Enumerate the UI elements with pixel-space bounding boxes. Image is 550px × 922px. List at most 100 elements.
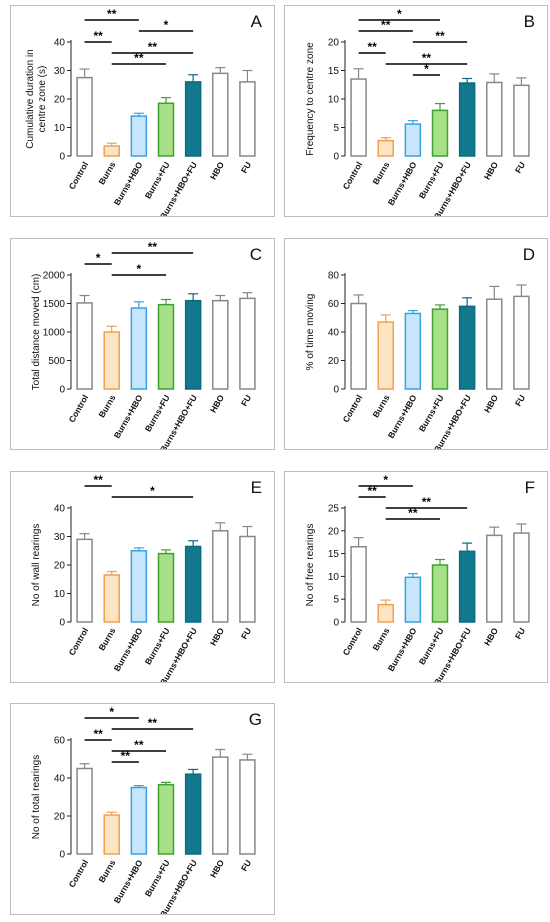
x-tick-label: Burns — [97, 858, 118, 885]
y-axis-label: % of time moving — [305, 293, 316, 371]
y-tick-label: 40 — [54, 504, 66, 515]
bar — [350, 78, 367, 157]
y-tick-label: 20 — [54, 95, 66, 106]
y-tick-label: 0 — [59, 850, 65, 861]
y-tick-label: 5 — [333, 123, 339, 134]
significance-label: ** — [408, 506, 418, 520]
y-tick-label: 0 — [59, 152, 65, 163]
y-tick-label: 30 — [54, 532, 66, 543]
x-tick-label: Burns — [97, 160, 118, 187]
significance-label: ** — [367, 484, 377, 498]
x-tick-label: HBO — [482, 626, 500, 648]
bar — [76, 302, 93, 390]
bar — [103, 574, 120, 623]
y-tick-label: 40 — [328, 328, 340, 339]
x-tick-label: Burns+HBO — [112, 858, 145, 905]
panel-letter: G — [248, 710, 262, 729]
x-tick-label: HBO — [482, 160, 500, 182]
x-tick-label: Burns — [97, 393, 118, 420]
y-tick-label: 60 — [328, 299, 340, 310]
y-tick-label: 10 — [328, 572, 340, 583]
y-tick-label: 0 — [333, 152, 339, 163]
y-axis-label: No of free rearings — [305, 523, 316, 607]
panel-letter: C — [249, 245, 262, 264]
y-tick-label: 5 — [333, 595, 339, 606]
bar — [404, 312, 422, 390]
bar — [239, 535, 256, 623]
panel-letter: A — [250, 12, 262, 31]
significance-label: * — [383, 473, 388, 487]
x-tick-label: Burns+FU — [143, 858, 172, 898]
bar — [212, 72, 229, 157]
bar — [513, 295, 530, 390]
chart-svg: 0 500 1000 1500 2000 Control BurnsBurns+HBOBur… — [43, 240, 256, 449]
y-axis-label: No of wall rearings — [31, 523, 42, 607]
bar — [431, 308, 449, 390]
significance-label: ** — [422, 51, 432, 65]
x-tick-label: FU — [239, 858, 253, 873]
chart-panel-g: 0 20 40 60 Control Burns Burns+HBO Burns+FU Burn… — [10, 703, 275, 915]
significance-label: ** — [367, 40, 377, 54]
significance-label: ** — [435, 29, 445, 43]
bar — [486, 81, 503, 157]
x-tick-label: Burns+HBO — [112, 393, 145, 440]
chart-panel-a: 0 10 20 30 40 Control Burns Burns+HBO Burns+FU Bu… — [10, 5, 275, 217]
x-tick-label: Control — [341, 393, 365, 424]
bar — [513, 532, 530, 623]
bar — [431, 564, 449, 623]
x-tick-label: Burns — [371, 393, 392, 420]
chart-panel-e: 0 10 20 30 40 Control Burns Burns+HBO Burns+FU Bu… — [10, 471, 275, 683]
bar — [239, 297, 256, 390]
significance-label: ** — [93, 727, 103, 741]
x-tick-label: Burns+FU — [143, 626, 172, 666]
x-tick-label: FU — [513, 626, 527, 641]
y-tick-label: 1500 — [43, 299, 66, 310]
y-tick-label: 60 — [54, 736, 66, 747]
y-axis-label: Total distance moved (cm) — [31, 273, 42, 391]
y-tick-label: 10 — [328, 95, 340, 106]
bar — [103, 331, 120, 390]
bar — [184, 81, 202, 157]
x-tick-label: Burns+FU — [417, 160, 446, 200]
x-tick-label: FU — [239, 160, 253, 175]
bar — [212, 299, 229, 390]
significance-label: * — [150, 484, 155, 498]
x-tick-label: FU — [239, 626, 253, 641]
significance-label: ** — [107, 7, 117, 21]
bar — [404, 123, 422, 157]
chart-panel-b: 0 5 10 15 20 Control Burns Burns+HBO Burns+FU Bur… — [284, 5, 548, 217]
x-tick-label: HBO — [208, 626, 226, 648]
x-tick-label: Burns+FU — [417, 626, 446, 666]
y-tick-label: 40 — [54, 774, 66, 785]
x-tick-label: HBO — [208, 858, 226, 880]
panel-letter: F — [524, 478, 535, 497]
x-tick-label: Burns+FU — [143, 160, 172, 200]
y-tick-label: 25 — [328, 504, 340, 515]
bar — [350, 302, 367, 390]
chart-panel-f: 0 5 10 15 20 25 Control Burns Burns+HBO Burns+FU B… — [284, 471, 548, 683]
y-tick-label: 30 — [54, 66, 66, 77]
y-tick-label: 500 — [48, 356, 65, 367]
significance-label: ** — [134, 51, 144, 65]
x-tick-label: Burns+FU — [143, 393, 172, 433]
chart-panel-c: 0 500 1000 1500 2000 Control Burns Burns+HBO Bur… — [10, 238, 275, 450]
x-tick-label: HBO — [482, 393, 500, 415]
bar — [486, 534, 503, 623]
x-tick-label: Burns+FU — [417, 393, 446, 433]
y-tick-label: 0 — [59, 618, 65, 629]
bar — [130, 550, 148, 623]
bar — [239, 81, 256, 157]
x-tick-label: Burns — [97, 626, 118, 653]
y-axis-label: Frequency to centre zone — [305, 42, 316, 156]
bar — [350, 546, 367, 623]
y-tick-label: 0 — [59, 385, 65, 396]
bar — [239, 759, 256, 855]
y-tick-label: 2000 — [43, 271, 66, 282]
bar — [431, 109, 449, 157]
x-tick-label: Burns+HBO — [386, 160, 419, 207]
bar — [458, 82, 476, 157]
